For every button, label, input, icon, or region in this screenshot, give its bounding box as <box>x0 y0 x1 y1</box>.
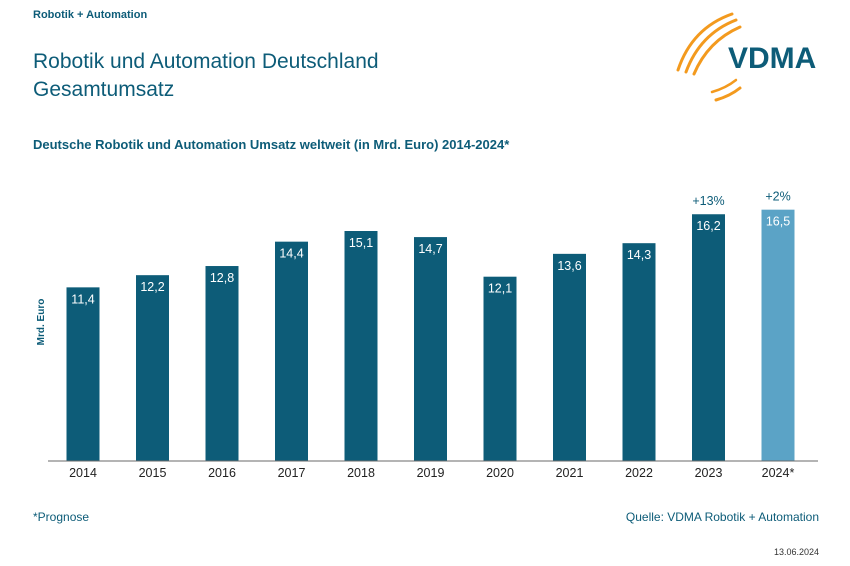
top-label: Robotik + Automation <box>33 9 148 21</box>
x-tick-label: 2016 <box>208 466 236 480</box>
bar-2019 <box>414 237 447 461</box>
bar-2023 <box>692 214 725 461</box>
x-tick-label: 2018 <box>347 466 375 480</box>
bar-2015 <box>136 275 169 461</box>
bar-value-label: 15,1 <box>349 236 373 250</box>
y-axis-label: Mrd. Euro <box>36 299 47 346</box>
vdma-logo: VDMA <box>676 12 816 102</box>
x-tick-label: 2019 <box>417 466 445 480</box>
bar-value-label: 13,6 <box>557 259 581 273</box>
bar-2016 <box>205 266 239 461</box>
x-tick-label: 2022 <box>625 466 653 480</box>
bar-value-label: 12,8 <box>210 271 234 285</box>
x-tick-label: 2014 <box>69 466 97 480</box>
bar-2021 <box>553 253 586 461</box>
bar-2024 <box>761 209 795 461</box>
page-title: Robotik und Automation Deutschland Gesam… <box>33 48 379 104</box>
bar-2018 <box>344 231 378 461</box>
bar-value-label: 14,7 <box>418 242 442 256</box>
bar-value-label: 16,5 <box>766 215 790 229</box>
bar-value-label: 11,4 <box>71 292 94 306</box>
bar-2017 <box>275 241 308 461</box>
x-tick-label: 2015 <box>139 466 167 480</box>
bar-2014 <box>66 287 100 461</box>
x-tick-label: 2021 <box>556 466 584 480</box>
x-tick-label: 2024* <box>762 466 795 480</box>
date-stamp: 13.06.2024 <box>773 547 819 557</box>
footnote: *Prognose <box>33 510 90 524</box>
bar-value-label: 14,4 <box>279 247 303 261</box>
x-tick-label: 2020 <box>486 466 514 480</box>
chart-title: Deutsche Robotik und Automation Umsatz w… <box>33 137 510 152</box>
logo-arcs-icon <box>676 12 742 102</box>
page-title-line2: Gesamtumsatz <box>33 78 175 101</box>
source-note: Quelle: VDMA Robotik + Automation <box>625 510 819 524</box>
bar-2022 <box>622 243 656 461</box>
bar-value-label: 12,2 <box>140 280 164 294</box>
x-tick-label: 2017 <box>278 466 306 480</box>
bar-value-label: 12,1 <box>488 282 512 296</box>
page-title-line1: Robotik und Automation Deutschland <box>33 50 379 73</box>
logo-text: VDMA <box>728 42 816 75</box>
bar-2020 <box>483 276 517 461</box>
x-tick-label: 2023 <box>695 466 723 480</box>
bar-value-label: 14,3 <box>627 248 651 262</box>
bar-value-label: 16,2 <box>696 219 720 233</box>
growth-annotation: +2% <box>765 190 790 204</box>
growth-annotation: +13% <box>692 194 724 208</box>
